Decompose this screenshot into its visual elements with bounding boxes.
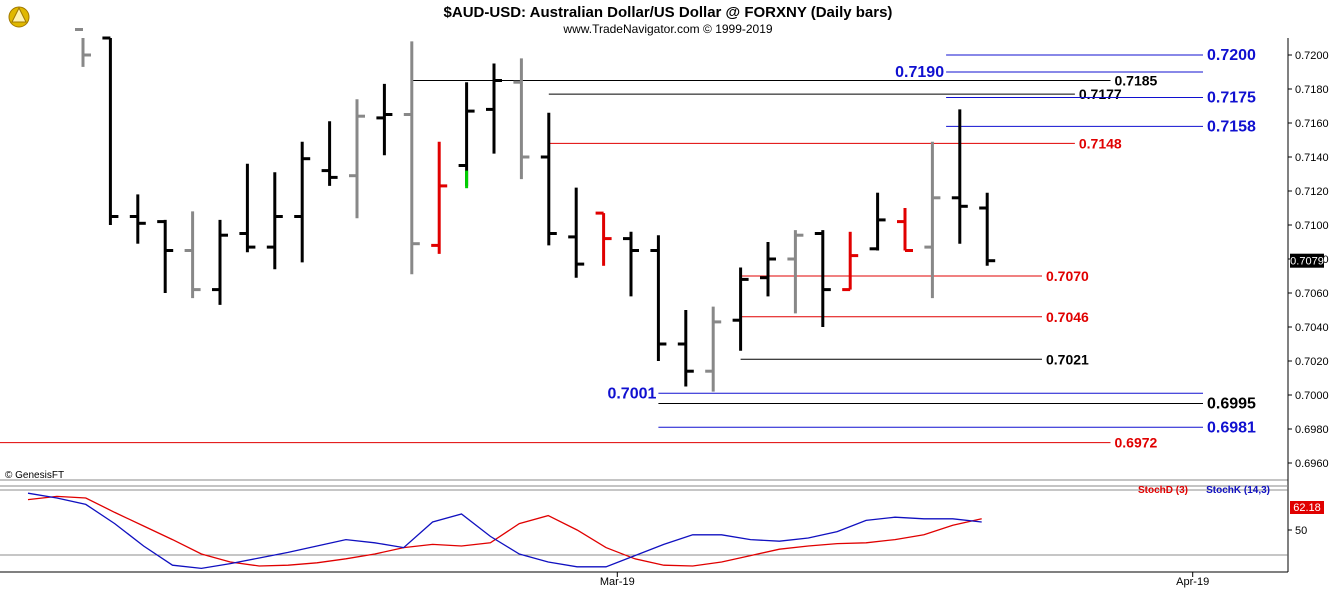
ohlc-bar [951,109,968,244]
ohlc-bar [623,231,639,297]
stoch-tick-label: 50 [1295,525,1307,537]
ohlc-bar [157,219,174,293]
last-price-badge: 0.7079 [1290,253,1324,268]
level-label: 0.7185 [1115,73,1158,89]
stoch-last-badge: 62.18 [1290,501,1324,514]
price-tick-label: 0.7040 [1295,322,1329,334]
last-price-label: 0.7079 [1290,256,1324,268]
ohlc-bar [349,99,365,219]
ohlc-bar [568,187,585,278]
price-tick-label: 0.7180 [1295,84,1329,96]
ohlc-bar [431,141,448,254]
level-label: 0.7001 [607,385,656,402]
ohlc-bar [266,172,283,270]
stoch-panel-frame [0,485,1288,573]
ohlc-bar [677,310,694,387]
ohlc-bar [924,141,941,299]
price-tick-label: 0.7120 [1295,186,1329,198]
stoch-line [27,495,982,567]
ohlc-bar [212,219,228,305]
level-label: 0.7190 [895,64,944,81]
level-label: 0.6995 [1207,396,1256,413]
ohlc-bar [705,306,722,392]
price-tick-label: 0.7000 [1295,390,1329,402]
ohlc-bar [513,58,530,180]
ohlc-bars [75,28,996,392]
ohlc-bar [979,192,996,266]
level-label: 0.7148 [1079,135,1122,151]
ohlc-bar [321,121,338,186]
ohlc-bar [458,82,475,189]
stoch-last-label: 62.18 [1293,502,1321,514]
ohlc-bar [486,63,502,154]
price-tick-label: 0.7140 [1295,152,1329,164]
ohlc-bar [842,231,859,292]
level-label: 0.7200 [1207,47,1256,64]
price-tick-label: 0.6960 [1295,458,1329,470]
level-label: 0.6972 [1115,435,1158,451]
chart-title: $AUD-USD: Australian Dollar/US Dollar @ … [444,4,893,21]
time-tick-label: Apr-19 [1176,576,1209,588]
ohlc-bar [650,235,667,361]
price-tick-label: 0.7100 [1295,220,1329,232]
price-tick-label: 0.7200 [1295,50,1329,62]
level-label: 0.7046 [1046,309,1089,325]
level-label: 0.7177 [1079,86,1122,102]
ohlc-bar [897,208,913,252]
ohlc-bar [184,211,201,299]
ohlc-bar [787,230,804,314]
level-label: 0.7070 [1046,268,1089,284]
ohlc-bar [732,267,749,351]
price-panel-frame [0,38,1289,572]
price-tick-label: 0.7060 [1295,288,1329,300]
ohlc-bar [75,28,91,67]
ohlc-bar [376,83,393,156]
time-tick-label: Mar-19 [600,576,635,588]
ohlc-bar [403,41,420,275]
ohlc-bar [129,194,146,244]
price-axis: 0.7200 0.7180 0.7160 0.7140 0.7120 0.7100 0.70… [1288,50,1329,470]
time-axis: Mar-19 Apr-19 [600,572,1209,588]
ohlc-bar [869,192,886,251]
price-tick-label: 0.7020 [1295,356,1329,368]
level-label: 0.7175 [1207,90,1256,107]
ohlc-bar [814,230,831,327]
logo-icon [8,6,30,28]
level-label: 0.7021 [1046,351,1089,367]
chart-subtitle: www.TradeNavigator.com © 1999-2019 [562,22,772,36]
ohlc-bar [239,163,256,253]
level-label: 0.6981 [1207,419,1256,436]
price-tick-label: 0.7160 [1295,118,1329,130]
ohlc-bar [595,211,612,266]
level-label: 0.7158 [1207,118,1256,135]
stochastic-panel: 50 [27,492,1307,570]
watermark: © GenesisFT [5,470,64,481]
ohlc-bar [760,242,776,297]
legend-stochd: StochD (3) [1138,485,1188,496]
stoch-line [27,492,982,570]
ohlc-bar [102,36,119,225]
ohlc-bar [294,141,311,263]
price-tick-label: 0.6980 [1295,424,1329,436]
ohlc-bar [540,112,557,246]
legend-stochk: StochK (14,3) [1206,485,1270,496]
